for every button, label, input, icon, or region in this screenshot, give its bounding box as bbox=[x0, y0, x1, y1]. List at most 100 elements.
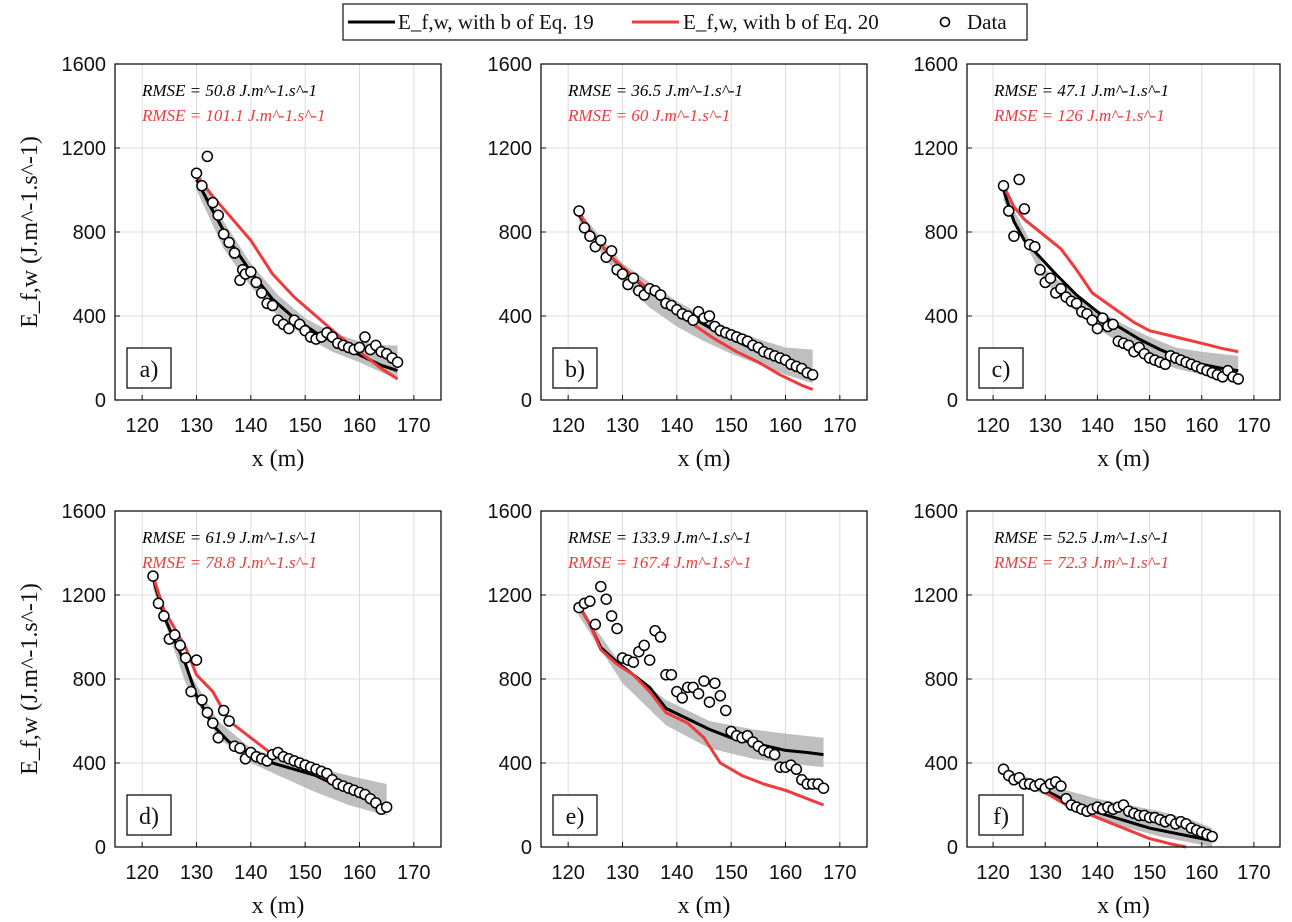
data-point bbox=[212, 732, 224, 744]
x-tick-label: 150 bbox=[714, 415, 747, 437]
y-axis-label: E_f,w (J.m^-1.s^-1) bbox=[17, 136, 43, 328]
y-tick-label: 400 bbox=[925, 306, 958, 328]
panel-tag-box bbox=[552, 347, 598, 389]
data-point bbox=[1159, 358, 1171, 371]
data-point bbox=[703, 310, 716, 322]
x-axis-label: x (m) bbox=[1097, 893, 1150, 919]
x-tick-label: 160 bbox=[1185, 862, 1218, 884]
y-axis-label: E_f,w (J.m^-1.s^-1) bbox=[17, 583, 43, 775]
data-point bbox=[698, 675, 710, 687]
y-tick-label: 1600 bbox=[488, 501, 533, 523]
y-tick-label: 1600 bbox=[62, 501, 107, 523]
x-tick-label: 140 bbox=[234, 415, 267, 437]
data-point bbox=[190, 654, 203, 666]
data-point bbox=[266, 299, 279, 312]
x-tick-label: 150 bbox=[1133, 415, 1166, 437]
data-point bbox=[654, 631, 667, 643]
data-point bbox=[147, 570, 159, 582]
data-point bbox=[605, 245, 618, 257]
data-point bbox=[611, 622, 623, 635]
x-tick-label: 120 bbox=[551, 415, 584, 437]
data-point bbox=[1013, 173, 1025, 186]
data-point bbox=[234, 742, 246, 755]
data-point bbox=[158, 610, 170, 622]
data-point bbox=[228, 247, 241, 259]
data-point bbox=[595, 234, 607, 247]
x-tick-label: 140 bbox=[1081, 862, 1114, 884]
panel-c: 120 130 140 150 160 170 0 400 800 1200 1600 x (m) RM… bbox=[914, 54, 1281, 472]
data-point bbox=[584, 230, 596, 242]
data-point bbox=[196, 180, 208, 192]
panel-d: 120 130 140 150 160 170 0 400 800 1200 1600 x (m) E_… bbox=[17, 501, 442, 919]
x-tick-label: 160 bbox=[769, 862, 802, 884]
y-tick-label: 400 bbox=[73, 306, 106, 328]
data-point bbox=[714, 690, 727, 702]
panel-b: 120 130 140 150 160 170 0 400 800 1200 1600 x (m) RM… bbox=[488, 54, 868, 472]
panel-tag-label: e) bbox=[566, 804, 585, 830]
x-tick-label: 140 bbox=[660, 862, 693, 884]
data-point bbox=[1107, 318, 1119, 331]
x-axis-label: x (m) bbox=[252, 446, 305, 472]
data-point bbox=[605, 610, 618, 622]
data-point bbox=[207, 717, 219, 729]
x-tick-label: 120 bbox=[551, 862, 584, 884]
rmse-annotation: RMSE = 78.8 J.m^-1.s^-1 bbox=[141, 553, 317, 572]
x-tick-label: 130 bbox=[1029, 415, 1062, 437]
data-point bbox=[1096, 312, 1109, 324]
data-point bbox=[997, 180, 1010, 192]
x-tick-label: 160 bbox=[769, 415, 802, 437]
rmse-annotation: RMSE = 101.1 J.m^-1.s^-1 bbox=[141, 106, 326, 125]
y-tick-label: 400 bbox=[925, 753, 958, 775]
rmse-annotation: RMSE = 47.1 J.m^-1.s^-1 bbox=[993, 81, 1169, 100]
panel-e: 120 130 140 150 160 170 0 400 800 1200 1600 x (m) RM… bbox=[488, 501, 868, 919]
data-point bbox=[207, 196, 219, 209]
panel-tag-box bbox=[126, 347, 172, 389]
panel-tag-box bbox=[126, 794, 172, 836]
y-tick-label: 400 bbox=[499, 306, 532, 328]
data-point bbox=[573, 205, 585, 217]
data-point bbox=[600, 593, 612, 605]
panel-tag-box bbox=[552, 794, 598, 836]
y-tick-label: 0 bbox=[947, 837, 958, 859]
y-tick-label: 0 bbox=[947, 390, 958, 412]
data-point bbox=[201, 150, 214, 163]
x-tick-label: 150 bbox=[1133, 862, 1166, 884]
y-tick-label: 0 bbox=[521, 837, 532, 859]
y-tick-label: 800 bbox=[499, 669, 532, 691]
data-point bbox=[665, 669, 678, 681]
x-tick-label: 170 bbox=[1237, 862, 1270, 884]
data-point bbox=[676, 692, 689, 704]
data-point bbox=[1206, 830, 1218, 843]
data-point bbox=[595, 580, 607, 593]
data-point bbox=[589, 618, 602, 631]
rmse-annotation: RMSE = 126 J.m^-1.s^-1 bbox=[993, 106, 1165, 125]
y-tick-label: 800 bbox=[925, 222, 958, 244]
x-tick-label: 130 bbox=[606, 415, 639, 437]
y-tick-label: 1600 bbox=[914, 501, 959, 523]
data-point bbox=[703, 696, 716, 708]
data-point bbox=[1091, 322, 1104, 335]
data-point bbox=[185, 685, 197, 698]
panel-a: 120 130 140 150 160 170 0 400 800 1200 1600 x (m) E_… bbox=[17, 54, 442, 472]
rmse-annotation: RMSE = 50.8 J.m^-1.s^-1 bbox=[141, 81, 317, 100]
data-point bbox=[1029, 240, 1041, 253]
x-tick-label: 170 bbox=[823, 415, 856, 437]
y-tick-label: 1200 bbox=[914, 138, 959, 160]
data-point bbox=[223, 236, 235, 249]
data-point bbox=[817, 782, 830, 794]
data-point bbox=[179, 652, 192, 664]
x-tick-label: 120 bbox=[976, 415, 1009, 437]
data-point bbox=[1002, 205, 1015, 217]
data-point bbox=[654, 289, 667, 301]
x-tick-label: 120 bbox=[125, 862, 158, 884]
legend-label-data: Data bbox=[967, 10, 1007, 34]
y-tick-label: 400 bbox=[499, 753, 532, 775]
x-tick-label: 160 bbox=[343, 415, 376, 437]
x-tick-label: 160 bbox=[1185, 415, 1218, 437]
y-tick-label: 800 bbox=[499, 222, 532, 244]
y-tick-label: 800 bbox=[73, 669, 106, 691]
data-point bbox=[250, 276, 263, 289]
data-point bbox=[1044, 272, 1057, 284]
x-tick-label: 130 bbox=[1029, 862, 1062, 884]
data-point bbox=[255, 287, 268, 299]
